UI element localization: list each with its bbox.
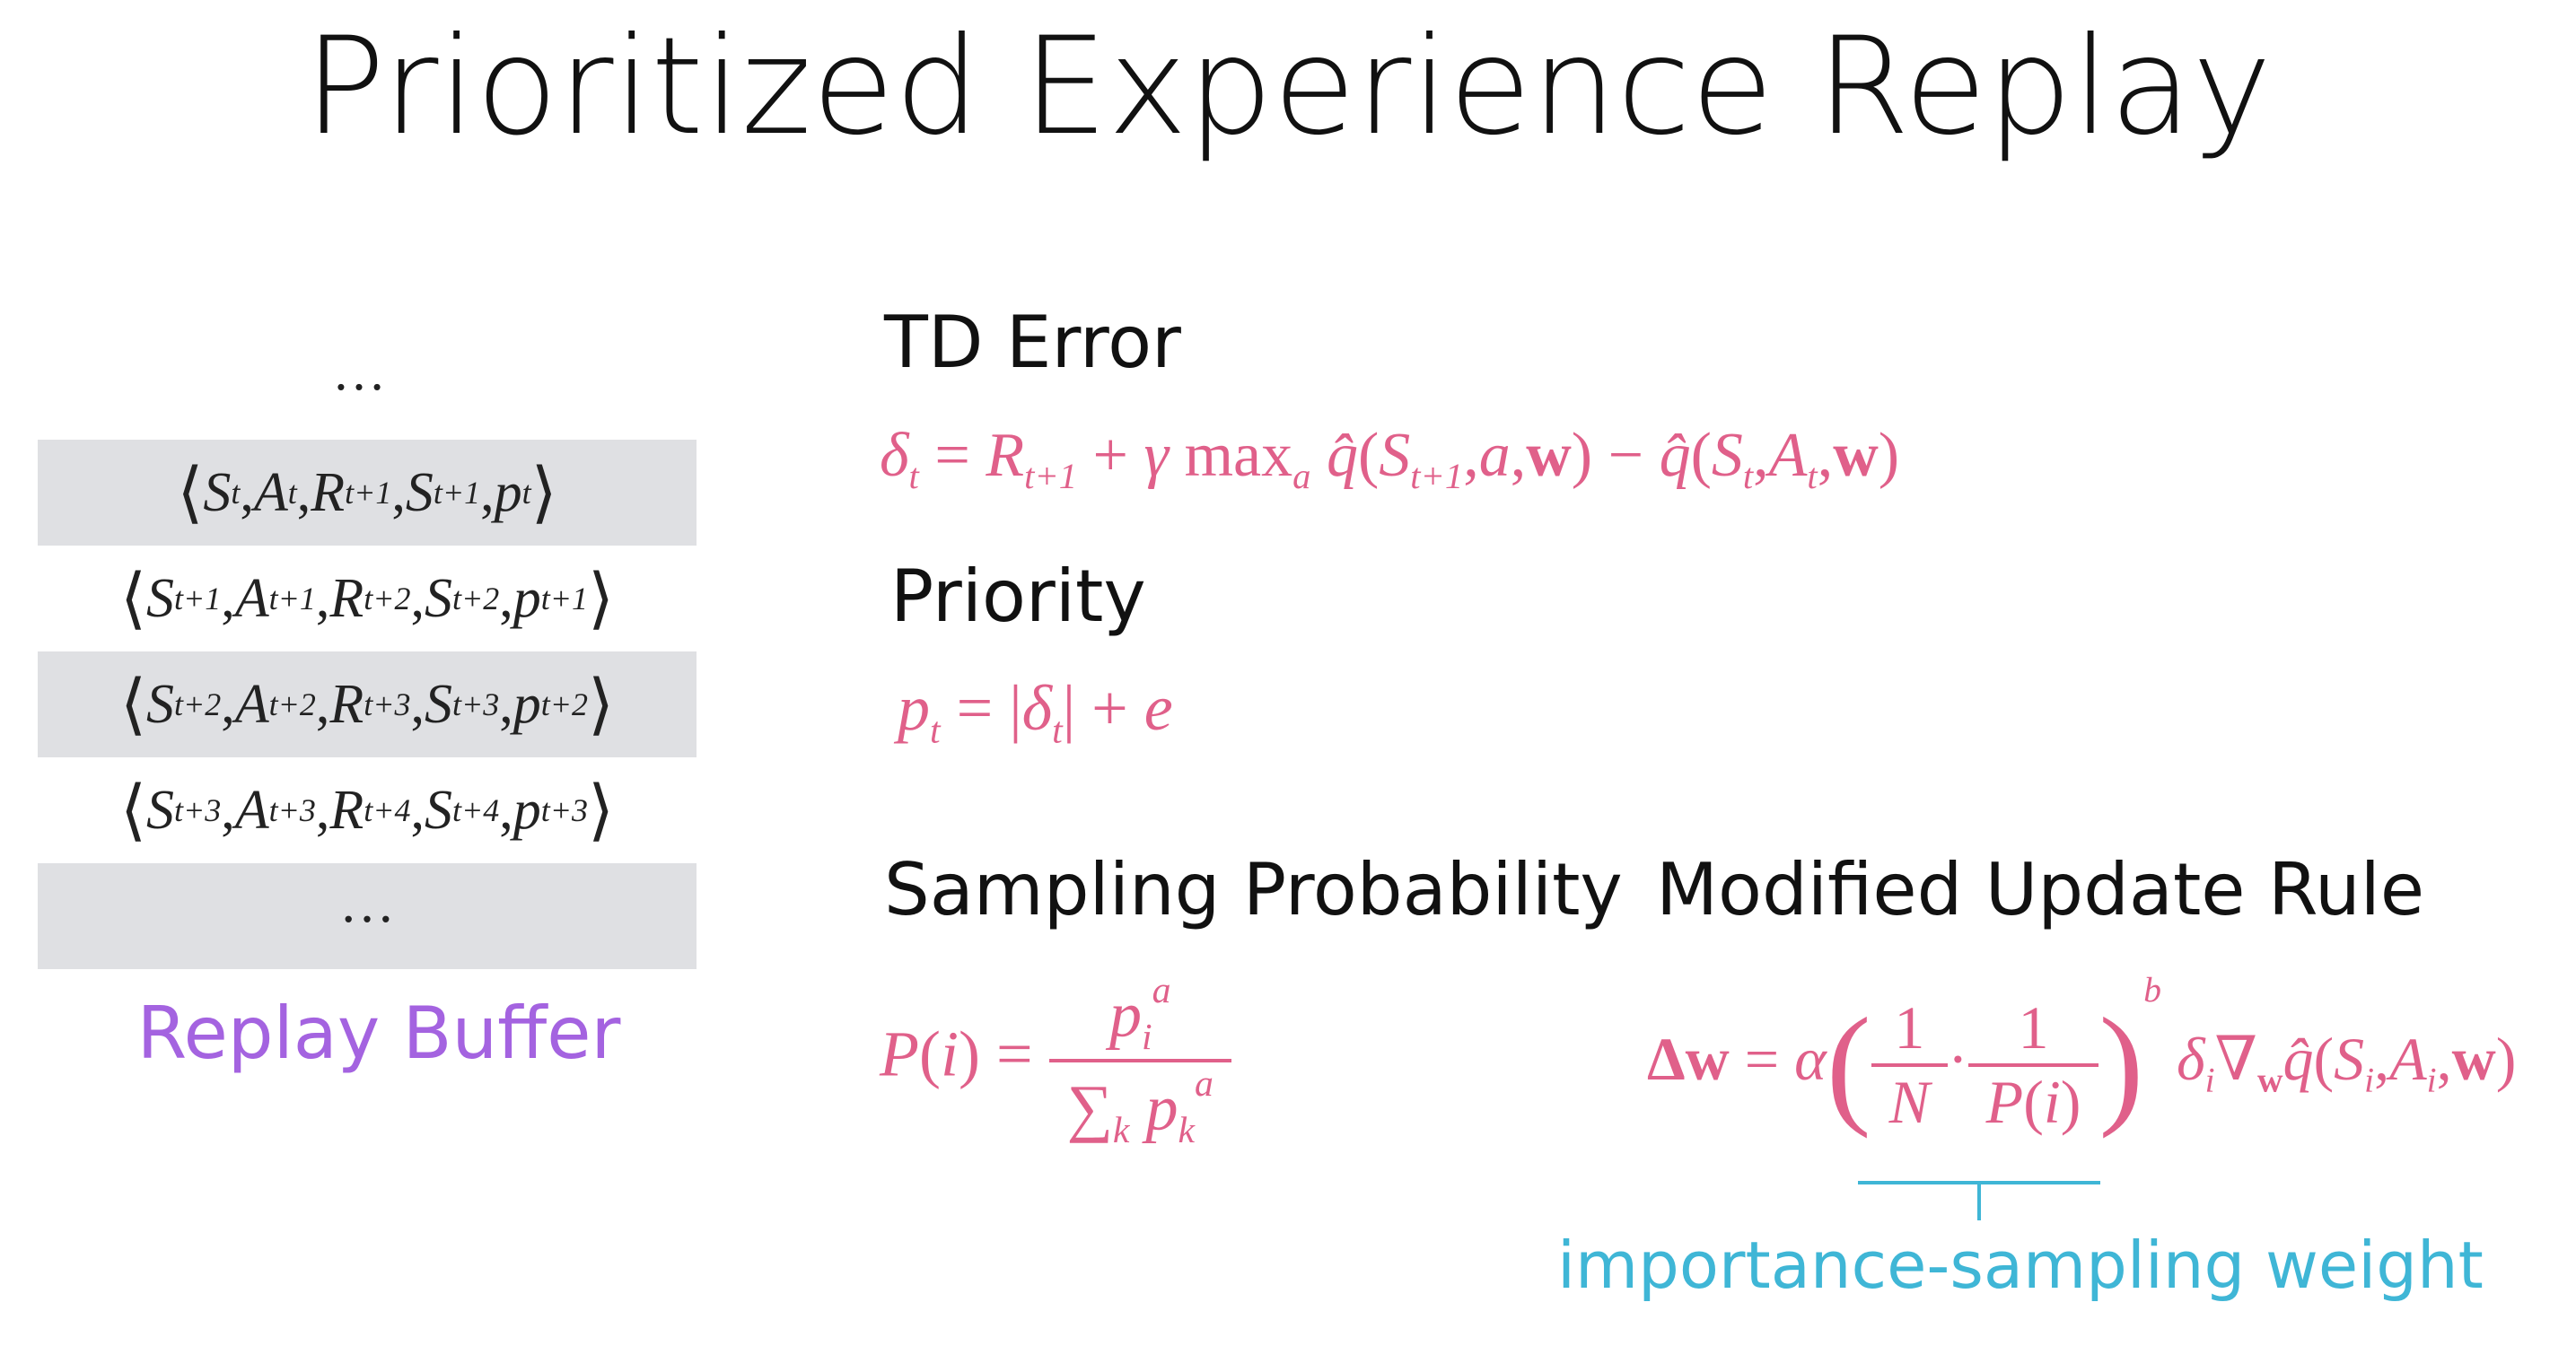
td-error-formula: δt = Rt+1 + γ maxa q̂(St+1,a,w) − q̂(St,… (880, 421, 1900, 497)
heading-priority: Priority (890, 555, 1146, 638)
sampling-probability-formula: P(i) = pia ∑k pka (880, 969, 1231, 1152)
buffer-top-ellipsis: … (332, 342, 386, 401)
page-title: Prioritized Experience Replay (303, 9, 2273, 165)
priority-formula: pt = |δt| + e (898, 672, 1173, 752)
importance-sampling-label: importance-sampling weight (1557, 1228, 2484, 1303)
heading-modified-update-rule: Modified Update Rule (1656, 848, 2425, 931)
heading-sampling-probability: Sampling Probability (884, 848, 1623, 931)
buffer-bottom-ellipsis: … (339, 872, 395, 934)
heading-td-error: TD Error (884, 301, 1181, 384)
replay-buffer-label: Replay Buffer (136, 992, 621, 1075)
update-rule-formula: Δw = α(1 N · 1 P(i))b δi∇wq̂(Si,Ai,w) (1647, 970, 2517, 1140)
buffer-row-ellipsis: … (38, 863, 697, 969)
